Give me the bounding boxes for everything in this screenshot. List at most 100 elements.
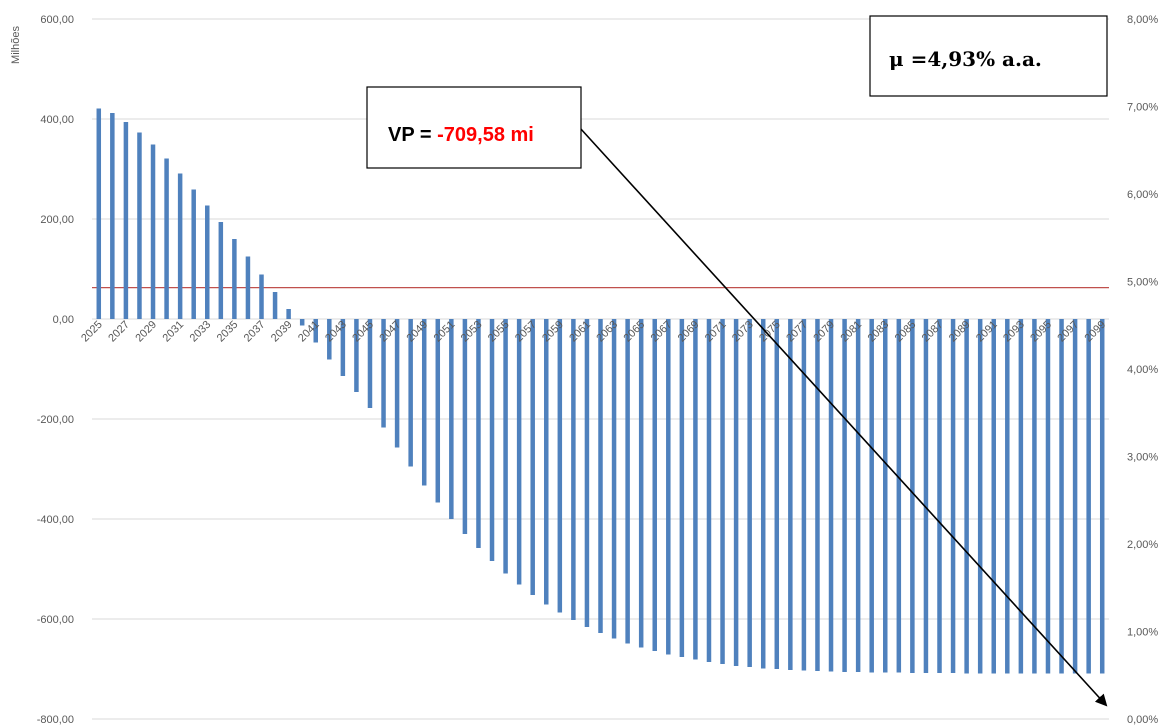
- bar: [340, 319, 346, 376]
- y-tick-label: 200,00: [40, 214, 74, 226]
- bar: [259, 274, 264, 319]
- y2-axis-ticks: 8,00% 7,00% 6,00% 5,00% 4,00% 3,00% 2,00% 1,00%…: [1127, 14, 1158, 726]
- y-tick-label: -600,00: [37, 614, 74, 626]
- bars: [96, 108, 1105, 674]
- y-tick-label: -800,00: [37, 714, 74, 726]
- bar: [286, 309, 291, 319]
- y-tick-label: 600,00: [40, 14, 74, 26]
- bar: [367, 319, 373, 408]
- y-tick-label: 0,00: [53, 314, 74, 326]
- bar: [625, 319, 630, 644]
- bar: [977, 319, 983, 674]
- y2-tick-label: 6,00%: [1127, 189, 1158, 201]
- bar: [1072, 319, 1078, 674]
- x-tick-label: 2025: [79, 319, 105, 345]
- bar: [937, 319, 942, 673]
- bar: [299, 319, 305, 326]
- bar: [720, 319, 725, 664]
- y2-tick-label: 5,00%: [1127, 277, 1158, 289]
- bar: [354, 319, 359, 392]
- bar: [313, 319, 318, 343]
- bar: [706, 319, 712, 662]
- y2-tick-label: 4,00%: [1127, 364, 1158, 376]
- bar: [191, 189, 196, 319]
- bar: [476, 319, 481, 548]
- bar: [774, 319, 780, 669]
- x-tick-label: 2029: [133, 319, 159, 345]
- bar: [964, 319, 969, 674]
- y-axis-label: Milhões: [10, 26, 22, 64]
- bar: [896, 319, 902, 673]
- mu-annotation-box: [869, 15, 1108, 97]
- bar: [652, 319, 657, 651]
- bar: [733, 319, 739, 666]
- bar: [218, 222, 224, 319]
- bar: [489, 319, 495, 561]
- vp-annotation-box: [366, 86, 582, 169]
- bar: [435, 319, 441, 503]
- bar: [869, 319, 874, 673]
- bar: [571, 319, 576, 620]
- bar: [584, 319, 590, 627]
- y2-tick-label: 8,00%: [1127, 14, 1158, 26]
- bar: [1045, 319, 1051, 674]
- bar: [1059, 319, 1064, 674]
- bar: [693, 319, 698, 660]
- y2-tick-label: 7,00%: [1127, 102, 1158, 114]
- bar: [245, 256, 251, 319]
- bar: [232, 239, 237, 319]
- bar: [164, 158, 169, 319]
- y-tick-label: -400,00: [37, 514, 74, 526]
- bar: [842, 319, 847, 672]
- bar: [137, 132, 142, 319]
- bar: [801, 319, 807, 671]
- bar: [1005, 319, 1010, 674]
- vp-value: -709,58 mi: [437, 124, 534, 146]
- bar: [598, 319, 603, 633]
- bar: [462, 319, 468, 534]
- bar: [1032, 319, 1037, 674]
- x-tick-label: 2027: [106, 319, 132, 345]
- bar: [394, 319, 400, 448]
- bar: [516, 319, 522, 585]
- bar: [557, 319, 563, 613]
- x-tick-label: 2033: [188, 319, 214, 345]
- bar: [638, 319, 644, 648]
- bar: [923, 319, 929, 673]
- y2-tick-label: 1,00%: [1127, 627, 1158, 639]
- bar: [530, 319, 535, 595]
- y2-tick-label: 3,00%: [1127, 452, 1158, 464]
- bar: [828, 319, 834, 672]
- bar: [421, 319, 427, 486]
- bar: [272, 292, 278, 319]
- bar: [123, 122, 129, 319]
- bar: [381, 319, 386, 428]
- x-tick-label: 2035: [215, 319, 241, 345]
- bar: [1086, 319, 1091, 674]
- x-tick-label: 2037: [242, 319, 268, 345]
- bar: [747, 319, 752, 667]
- bar: [150, 144, 156, 319]
- bar: [679, 319, 685, 657]
- annotation-arrow: [579, 127, 1108, 707]
- bar: [788, 319, 793, 670]
- mu-annotation-text: μ =4,93% a.a.: [889, 47, 1042, 71]
- y-axis-ticks: 600,00 400,00 200,00 0,00 -200,00 -400,00 -600…: [37, 14, 74, 726]
- bar: [611, 319, 617, 639]
- y-tick-label: 400,00: [40, 114, 74, 126]
- x-tick-label: 2039: [269, 319, 295, 345]
- bar: [760, 319, 766, 669]
- bar: [815, 319, 820, 671]
- bar: [666, 319, 671, 655]
- bar: [910, 319, 915, 673]
- bar: [449, 319, 454, 519]
- vp-annotation-text: VP = -709,58 mi: [388, 124, 534, 146]
- y2-tick-label: 0,00%: [1127, 714, 1158, 726]
- bar: [205, 205, 210, 319]
- bar: [1018, 319, 1024, 674]
- y2-tick-label: 2,00%: [1127, 539, 1158, 551]
- bar: [1099, 319, 1105, 674]
- bar: [883, 319, 888, 673]
- bar: [110, 113, 115, 319]
